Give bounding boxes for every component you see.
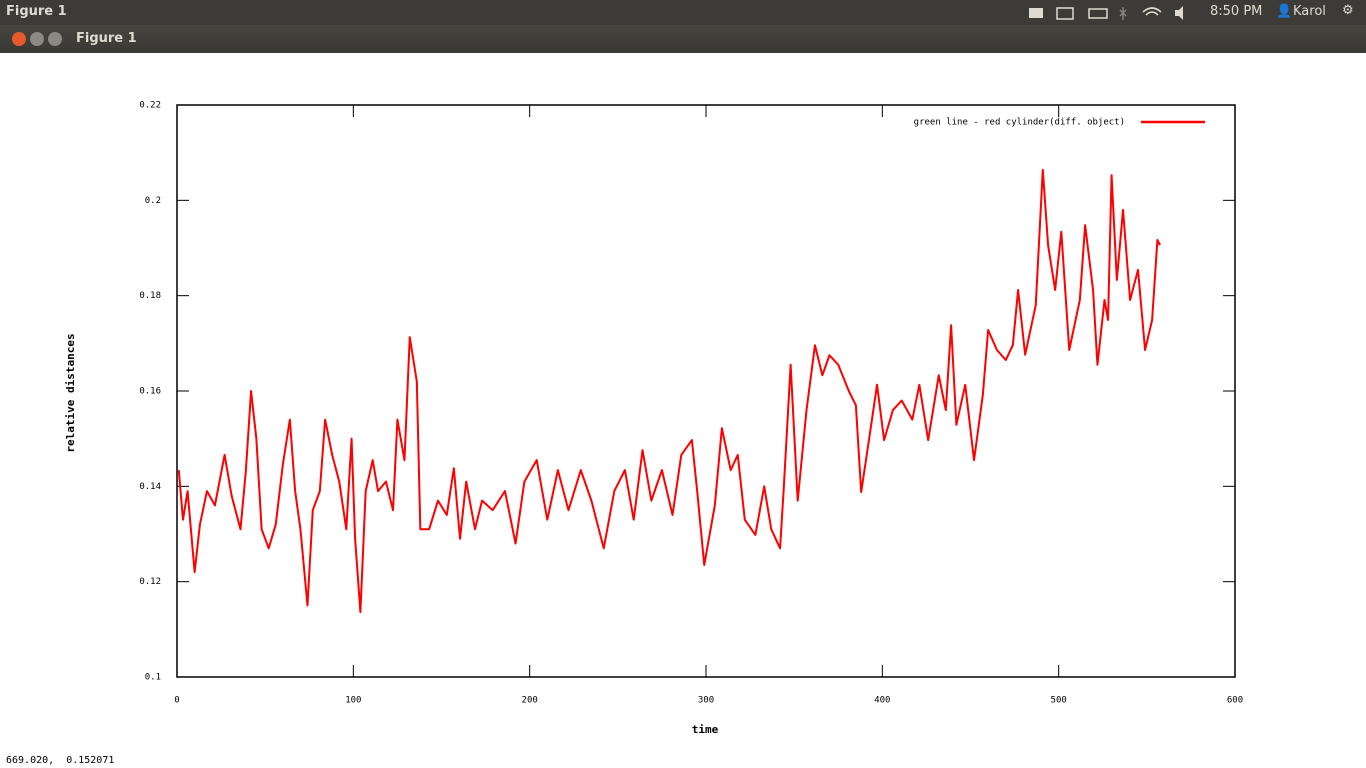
chart: time relative distances 0.1 0.12 0.14 0.16 0… bbox=[64, 101, 1243, 737]
y-tick-label: 0.16 bbox=[139, 387, 161, 397]
data-line bbox=[177, 168, 1161, 614]
user-icon: 👤 bbox=[1276, 4, 1293, 19]
x-tick-label: 300 bbox=[698, 696, 714, 706]
bluetooth-icon bbox=[1119, 7, 1127, 20]
maximize-button[interactable] bbox=[48, 32, 62, 46]
y-tick-label: 0.2 bbox=[145, 196, 161, 206]
y-axis-label: relative distances bbox=[64, 333, 77, 452]
mail-icon bbox=[1056, 7, 1074, 20]
volume-icon bbox=[1175, 6, 1183, 20]
wifi-icon bbox=[1142, 7, 1162, 16]
window-titlebar: Figure 1 bbox=[0, 25, 1366, 53]
x-tick-label: 400 bbox=[874, 696, 890, 706]
status-coordinates: 669.020, 0.152071 bbox=[6, 755, 115, 766]
y-tick-label: 0.18 bbox=[139, 291, 161, 301]
y-tick-label: 0.12 bbox=[139, 577, 161, 587]
tray-icons bbox=[1029, 6, 1183, 20]
legend-label: green line - red cylinder(diff. object) bbox=[914, 118, 1125, 128]
close-button[interactable] bbox=[12, 32, 26, 46]
x-tick-label: 600 bbox=[1227, 696, 1243, 706]
user-name[interactable]: Karol bbox=[1293, 4, 1326, 19]
window-title: Figure 1 bbox=[76, 31, 137, 46]
x-tick-label: 500 bbox=[1051, 696, 1067, 706]
clock[interactable]: 8:50 PM bbox=[1210, 4, 1263, 19]
app-name: Figure 1 bbox=[6, 4, 67, 19]
x-tick-label: 100 bbox=[345, 696, 361, 706]
x-axis-label: time bbox=[692, 723, 719, 736]
x-tick-label: 200 bbox=[522, 696, 538, 706]
top-panel: Figure 1 8:50 PM 👤 Karol ⚙ bbox=[0, 0, 1366, 25]
dropbox-icon bbox=[1029, 8, 1043, 18]
minimize-button[interactable] bbox=[30, 32, 44, 46]
y-tick-label: 0.1 bbox=[145, 673, 161, 683]
y-tick-label: 0.14 bbox=[139, 482, 161, 492]
plot-frame bbox=[176, 104, 1236, 678]
x-tick-label: 0 bbox=[174, 696, 179, 706]
y-tick-label: 0.22 bbox=[139, 101, 161, 111]
settings-icon[interactable]: ⚙ bbox=[1342, 3, 1354, 18]
battery-icon bbox=[1088, 8, 1108, 19]
